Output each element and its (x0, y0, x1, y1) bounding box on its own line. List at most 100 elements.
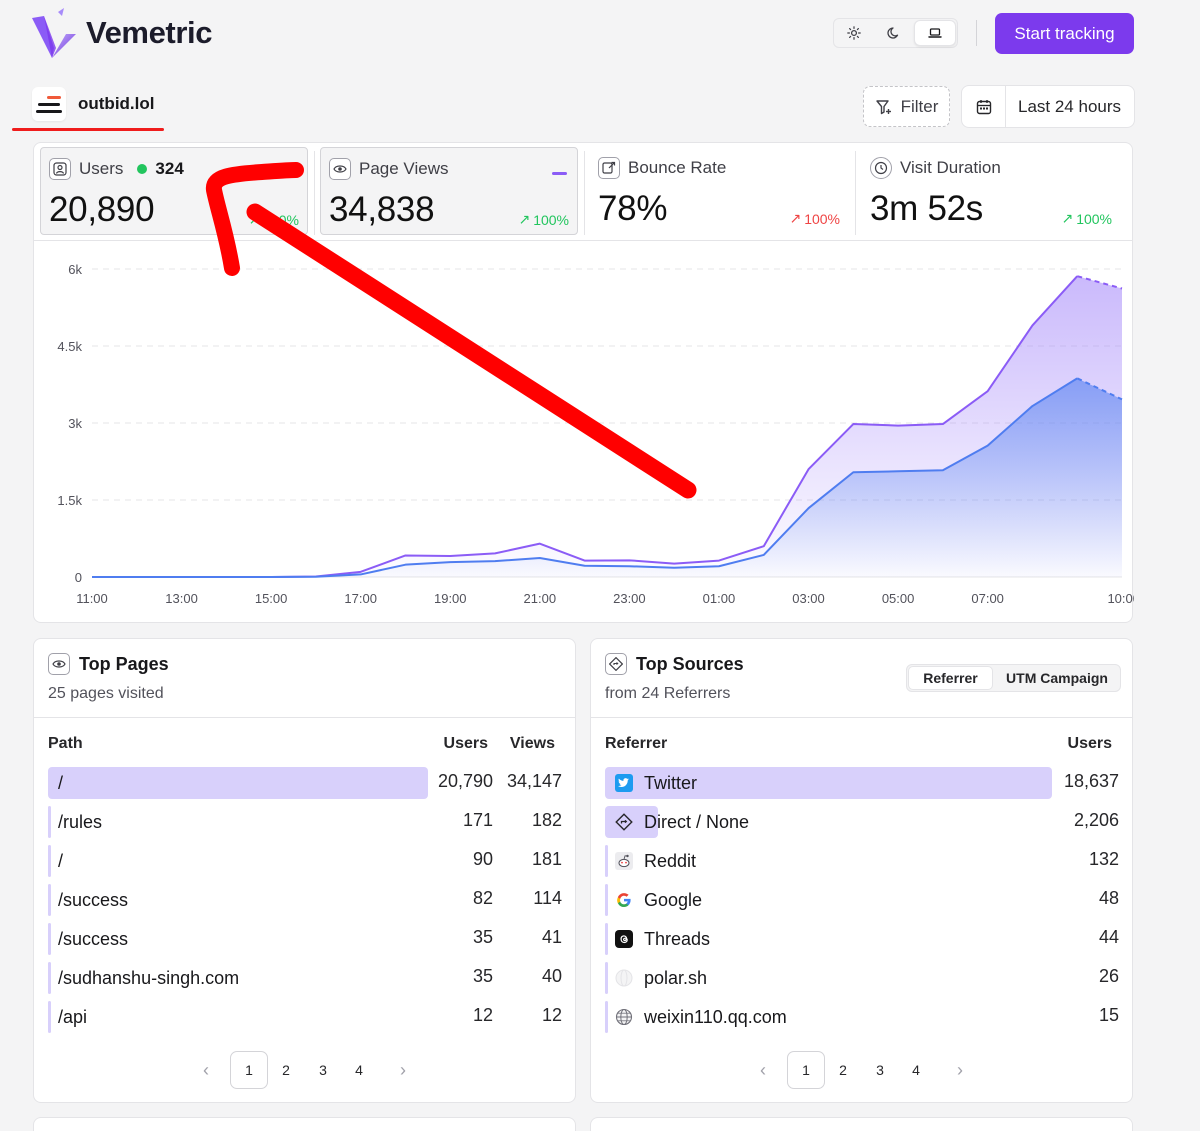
x-tick-label: 01:00 (703, 591, 736, 606)
series-forecast-line (1076, 275, 1123, 290)
x-tick-label: 23:00 (613, 591, 646, 606)
x-tick-label: 21:00 (524, 591, 557, 606)
chevron-right-icon[interactable]: › (957, 1059, 963, 1080)
page-views: 181 (531, 849, 562, 869)
series-line (92, 377, 1078, 578)
overview-panel: Users 324 20,890 ↗ 100% Page Views 34,838… (33, 142, 1134, 623)
referrer-users: 15 (1098, 1005, 1119, 1025)
top-sources-card: Top Sources from 24 Referrers Referrer U… (590, 638, 1133, 1103)
reddit-icon (614, 851, 634, 871)
column-header-referrer: Referrer (605, 735, 668, 752)
tab-utm-campaign[interactable]: UTM Campaign (1006, 670, 1108, 686)
stat-users[interactable]: Users 324 20,890 ↗ 100% (40, 147, 308, 235)
list-item[interactable]: /rules 171 182 (48, 806, 563, 839)
page-users: 12 (472, 1005, 493, 1025)
live-indicator (137, 164, 148, 174)
stat-divider (855, 151, 856, 235)
stat-visit-duration-change: ↗ 100% (1061, 210, 1112, 227)
page-button-2[interactable]: 2 (282, 1062, 290, 1078)
page-button-1[interactable]: 1 (230, 1051, 268, 1089)
page-path: / (58, 851, 64, 871)
page-views: 40 (541, 966, 562, 986)
chevron-left-icon[interactable]: ‹ (203, 1059, 209, 1080)
page-path: /sudhanshu-singh.com (58, 968, 240, 988)
system-mode-button[interactable] (914, 20, 957, 46)
page-views: 34,147 (506, 771, 562, 791)
site-tab[interactable]: outbid.lol (32, 87, 154, 121)
stat-visit-duration-label: Visit Duration (900, 158, 1001, 177)
polar-icon (614, 968, 634, 988)
filter-plus-icon (875, 99, 891, 114)
page-views: 12 (541, 1005, 562, 1025)
page-path: /api (58, 1007, 88, 1027)
referrer-users: 48 (1098, 888, 1119, 908)
vemetric-logo (32, 8, 76, 58)
x-tick-label: 15:00 (255, 591, 288, 606)
page-button-4[interactable]: 4 (912, 1062, 920, 1078)
list-item[interactable]: /success 82 114 (48, 884, 563, 917)
column-header-path: Path (48, 735, 83, 752)
stat-visit-duration[interactable]: Visit Duration 3m 52s ↗ 100% (862, 147, 1120, 235)
start-tracking-button[interactable]: Start tracking (995, 13, 1134, 54)
page-button-4[interactable]: 4 (355, 1062, 363, 1078)
row-share-bar (48, 1001, 51, 1033)
light-mode-button[interactable] (834, 19, 874, 47)
header-divider (976, 20, 977, 46)
bounce-icon (598, 157, 620, 179)
row-share-bar (605, 845, 608, 877)
chevron-left-icon[interactable]: ‹ (760, 1059, 766, 1080)
list-item[interactable]: polar.sh 26 (605, 962, 1120, 995)
page-users: 35 (472, 927, 493, 947)
list-item[interactable]: Twitter 18,637 (605, 767, 1120, 800)
x-tick-label: 05:00 (882, 591, 915, 606)
date-range-picker[interactable]: Last 24 hours (961, 85, 1135, 128)
row-share-bar (48, 923, 51, 955)
eye-icon (329, 158, 351, 180)
traffic-chart[interactable]: 0 1.5k 3k 4.5k 6k 11:00 13:00 15:00 17:00 19:00 21… (34, 241, 1134, 623)
page-path: /rules (58, 812, 103, 832)
user-icon (49, 158, 71, 180)
referrer-name: Reddit (644, 851, 697, 871)
tab-referrer[interactable]: Referrer (908, 666, 993, 690)
twitter-icon (614, 773, 634, 793)
stat-page-views-change: ↗ 100% (518, 211, 569, 228)
row-share-bar (48, 806, 51, 838)
list-item[interactable]: Direct / None 2,206 (605, 806, 1120, 839)
column-header-views: Views (509, 735, 555, 752)
list-item[interactable]: Google 48 (605, 884, 1120, 917)
column-header-users: Users (1067, 735, 1112, 752)
filter-button[interactable]: Filter (863, 86, 950, 127)
stat-bounce-rate-label: Bounce Rate (628, 158, 727, 177)
page-button-3[interactable]: 3 (319, 1062, 327, 1078)
referrer-name: Google (644, 890, 703, 910)
list-item[interactable]: /api 12 12 (48, 1001, 563, 1034)
live-users-count: 324 (155, 159, 184, 178)
stat-visit-duration-change-value: 100% (1076, 210, 1112, 227)
page-button-3[interactable]: 3 (876, 1062, 884, 1078)
list-item[interactable]: Threads 44 (605, 923, 1120, 956)
dark-mode-button[interactable] (874, 19, 914, 47)
page-button-2[interactable]: 2 (839, 1062, 847, 1078)
list-item[interactable]: /success 35 41 (48, 923, 563, 956)
y-tick-label: 4.5k (57, 339, 82, 354)
chevron-right-icon[interactable]: › (400, 1059, 406, 1080)
referrer-name: Direct / None (644, 812, 750, 832)
card-divider (591, 717, 1132, 718)
list-item[interactable]: /sudhanshu-singh.com 35 40 (48, 962, 563, 995)
x-tick-label: 07:00 (971, 591, 1004, 606)
row-share-bar (605, 962, 608, 994)
referrer-users: 18,637 (1063, 771, 1119, 791)
stat-bounce-rate[interactable]: Bounce Rate 78% ↗ 100% (590, 147, 848, 235)
list-item[interactable]: weixin110.qq.com 15 (605, 1001, 1120, 1034)
list-item[interactable]: / 20,790 34,147 (48, 767, 563, 800)
stat-page-views[interactable]: Page Views 34,838 ↗ 100% (320, 147, 578, 235)
stat-visit-duration-value: 3m 52s (870, 189, 983, 228)
row-share-bar (605, 884, 608, 916)
list-item[interactable]: Reddit 132 (605, 845, 1120, 878)
column-header-users: Users (443, 735, 488, 752)
stat-page-views-value: 34,838 (329, 190, 435, 229)
page-button-1[interactable]: 1 (787, 1051, 825, 1089)
page-views: 114 (533, 888, 562, 908)
threads-icon (614, 929, 634, 949)
list-item[interactable]: / 90 181 (48, 845, 563, 878)
